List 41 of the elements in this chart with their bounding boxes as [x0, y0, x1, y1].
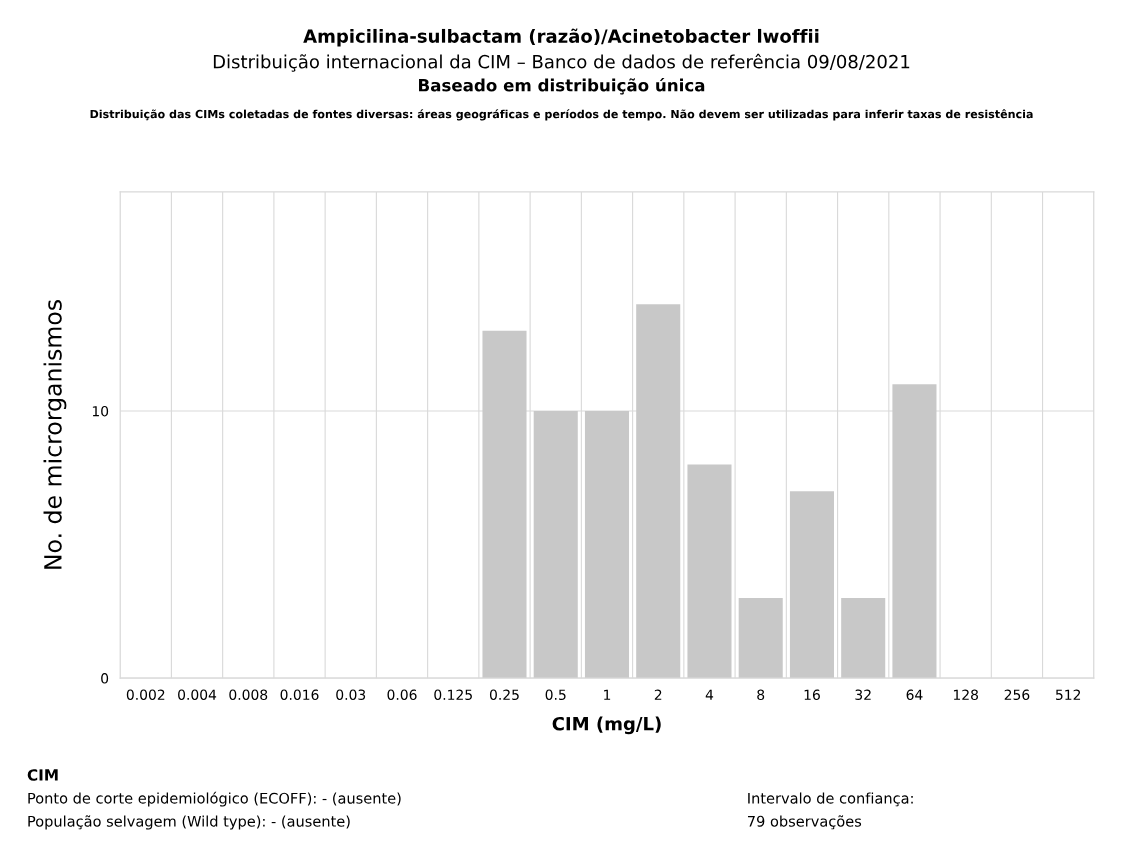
text: População selvagem (Wild type): - (ausente)	[28, 815, 350, 830]
x-tick-label: 1	[604, 689, 611, 700]
x-tick-label: 0.125	[434, 689, 472, 700]
text: CIM	[27, 769, 58, 781]
x-tick-label: 16	[804, 689, 820, 700]
text: 79 observações	[747, 815, 862, 830]
x-tick-label: 256	[1004, 689, 1030, 700]
x-tick-label: 2	[654, 689, 662, 700]
text: Intervalo de confiança:	[748, 792, 913, 807]
bar	[636, 304, 681, 679]
x-tick-label: 0.016	[280, 689, 319, 700]
x-tick-label: 4	[705, 689, 714, 700]
x-axis-title: CIM (mg/L)	[552, 716, 661, 735]
x-tick-label: 32	[855, 689, 871, 700]
x-tick-label: 8	[757, 689, 765, 700]
x-tick-label: 0.004	[178, 689, 217, 700]
y-tick-label: 10	[92, 405, 109, 417]
bar	[687, 464, 732, 679]
bar	[482, 330, 527, 679]
x-tick-label: 512	[1056, 689, 1081, 700]
bar	[892, 384, 937, 679]
y-axis-title: No. de microrganismos	[43, 300, 67, 569]
x-tick-label: 64	[906, 689, 923, 700]
bar	[789, 491, 834, 679]
x-tick-label: 0.06	[387, 689, 417, 700]
text: Baseado em distribuição única	[419, 77, 705, 95]
text: Ponto de corte epidemiológico (ECOFF): - (ausente)	[28, 791, 401, 807]
chart-title: Ampicilina-sulbactam (razão)/Acinetobacter lwoffii	[303, 28, 819, 47]
y-tick-label: 0	[101, 673, 109, 684]
x-tick-label: 0.25	[489, 689, 519, 700]
bar	[841, 597, 886, 679]
text: Distribuição das CIMs coletadas de fontes diversas: áreas geográficas e períodos de tempo. Não devem ser utilizadas para inferir taxas de resistência	[90, 109, 1033, 121]
x-tick-label: 0.008	[229, 689, 268, 700]
chart-subtitle: Distribuição internacional da CIM – Banco de dados de referência 09/08/2021	[213, 53, 910, 72]
x-tick-label: 0.5	[545, 689, 566, 700]
x-tick-label: 0.03	[336, 689, 366, 700]
bar	[584, 410, 630, 679]
bar	[533, 410, 578, 679]
bar	[738, 597, 783, 679]
x-tick-label: 0.002	[126, 689, 165, 700]
x-tick-label: 128	[953, 689, 978, 700]
